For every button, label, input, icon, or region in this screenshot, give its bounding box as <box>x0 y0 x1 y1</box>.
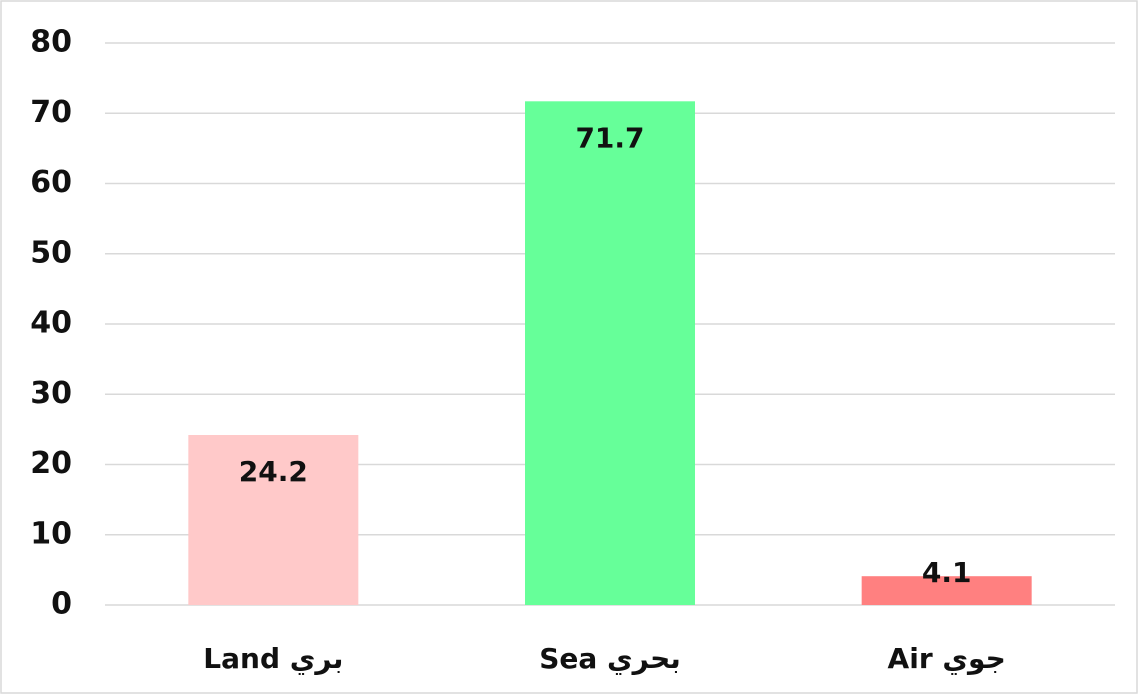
y-tick-label: 60 <box>30 165 72 200</box>
bar <box>188 434 359 605</box>
data-label: 4.1 <box>922 556 972 589</box>
y-tick-label: 10 <box>30 516 72 551</box>
y-tick-label: 80 <box>30 25 72 60</box>
y-tick-label: 50 <box>30 235 72 270</box>
x-tick-label: Sea بحري <box>539 642 681 675</box>
y-tick-label: 20 <box>30 446 72 481</box>
y-tick-label: 70 <box>30 95 72 130</box>
x-tick-label: Land بري <box>203 642 343 675</box>
y-tick-label: 30 <box>30 376 72 411</box>
y-tick-label: 40 <box>30 306 72 341</box>
y-tick-label: 0 <box>51 587 72 622</box>
data-label: 24.2 <box>239 455 308 488</box>
data-label: 71.7 <box>575 121 644 154</box>
bar <box>525 101 695 606</box>
x-tick-label: Air جوي <box>888 642 1006 675</box>
bar <box>861 576 1032 605</box>
